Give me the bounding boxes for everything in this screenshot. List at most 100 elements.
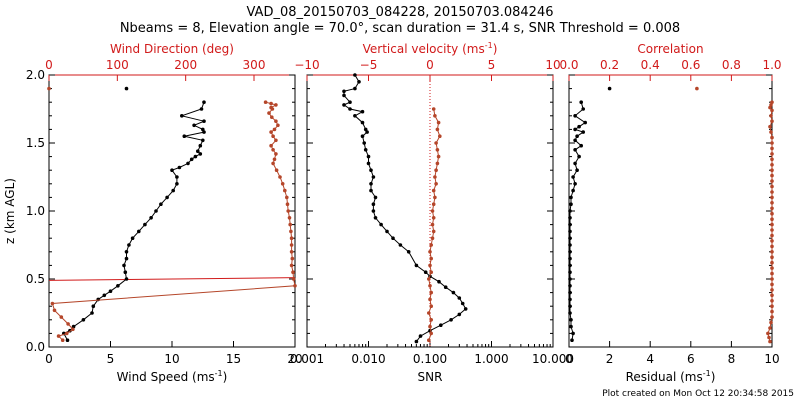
data-point [124,250,129,254]
data-point [285,202,290,206]
data-point [428,324,432,329]
data-point [165,195,169,200]
data-point [569,324,573,329]
data-point [568,209,572,213]
data-point [363,127,368,132]
top-axis-label-sup: -1 [485,41,493,50]
data-point [353,86,357,91]
data-point [90,311,94,315]
data-point [71,327,75,332]
data-point [568,229,572,234]
data-point [272,157,277,162]
data-point [198,143,203,148]
data-point [202,100,206,104]
data-point [770,266,774,270]
data-point [278,175,282,179]
data-point [433,195,437,200]
data-point [291,277,296,281]
data-point [766,331,770,336]
data-point [269,105,273,110]
data-point [429,270,434,275]
data-point [770,201,774,205]
data-point [607,86,612,91]
data-point [71,324,76,329]
data-point [770,271,774,276]
data-point [770,288,774,292]
data-point [429,331,434,336]
data-point [770,228,774,232]
data-point [770,282,774,287]
data-point [427,311,431,315]
data-point [108,289,113,294]
data-point [65,338,70,343]
data-point [434,141,438,145]
data-point [770,195,774,200]
data-point [175,182,179,186]
data-point [438,134,442,138]
data-point [435,161,440,166]
series-4 [47,86,51,91]
data-point [770,260,774,265]
data-point [568,284,572,288]
data-point [579,143,583,148]
data-point [366,161,371,166]
data-point [573,114,577,118]
data-point [568,270,572,275]
data-point [768,326,772,330]
series-2 [427,107,442,343]
data-point [293,284,297,288]
data-point [360,134,365,138]
data-point [431,229,436,234]
data-point [428,284,432,288]
data-point [369,182,373,186]
series-3 [50,100,297,343]
series-4 [695,86,699,91]
series-line [63,102,206,341]
top-tick-label: 0.2 [600,58,619,72]
data-point [579,100,583,104]
top-axis-label-main: Wind Direction (deg) [110,42,234,56]
data-point [577,124,581,129]
data-point [573,148,577,152]
data-point [202,119,206,123]
data-point [285,195,289,200]
data-point [189,157,194,162]
panel-3: 0 2 4 6 8 10 Residual (ms-1) 0.0 0.2 0.4 0.6 0.8 1.0… [559,42,781,384]
data-point [196,149,200,153]
data-point [201,138,205,143]
data-point [436,154,441,159]
data-point [180,114,184,118]
data-point [443,285,448,290]
data-point [427,338,431,343]
series-line [51,101,296,341]
x-axis-label-sup: -1 [215,369,223,378]
x-tick-label: 0 [565,352,573,366]
data-point [342,103,346,107]
data-point [435,148,440,152]
data-point [124,86,129,91]
data-point [270,115,274,119]
x-axis-label-main: SNR [418,370,443,384]
data-point [143,222,147,227]
x-tick-label: 10 [164,352,179,366]
data-point [360,120,365,125]
data-point [192,123,196,128]
data-point [177,165,182,170]
data-point [770,119,774,123]
data-point [137,229,141,234]
top-tick-label: 300 [243,58,266,72]
x-tick-label: 10.000 [532,352,574,366]
data-point [573,161,577,166]
x-tick-label: 5 [107,352,115,366]
data-point [289,243,294,247]
data-point [430,222,435,227]
data-point [439,323,443,328]
data-point [123,270,128,275]
data-point [770,168,774,172]
data-point [290,256,295,261]
data-point [271,148,275,152]
top-tick-label: 0.4 [641,58,660,72]
data-point [770,304,774,309]
y-tick-label: 0.0 [26,340,45,354]
data-point [286,209,291,213]
